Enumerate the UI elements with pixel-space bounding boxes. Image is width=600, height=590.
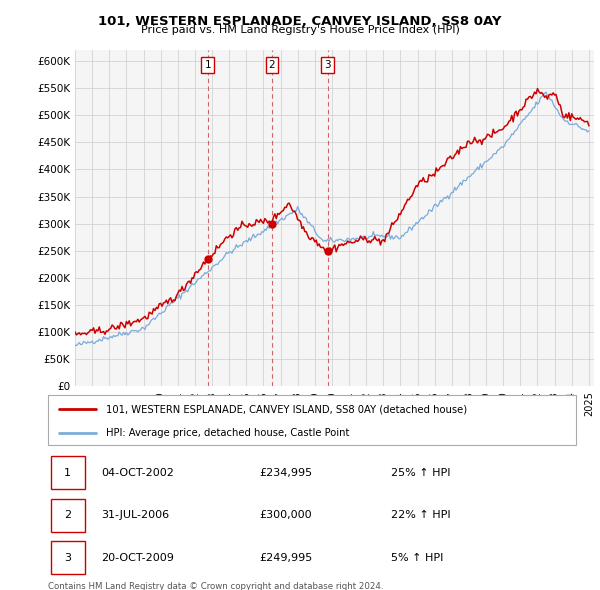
Text: 2: 2 xyxy=(64,510,71,520)
Text: £249,995: £249,995 xyxy=(259,553,313,562)
FancyBboxPatch shape xyxy=(48,395,576,445)
FancyBboxPatch shape xyxy=(50,541,85,574)
Text: 22% ↑ HPI: 22% ↑ HPI xyxy=(391,510,451,520)
Text: £234,995: £234,995 xyxy=(259,468,313,477)
Text: 3: 3 xyxy=(325,60,331,70)
Text: 2: 2 xyxy=(269,60,275,70)
Text: 101, WESTERN ESPLANADE, CANVEY ISLAND, SS8 0AY (detached house): 101, WESTERN ESPLANADE, CANVEY ISLAND, S… xyxy=(106,404,467,414)
Text: 1: 1 xyxy=(205,60,211,70)
Text: 5% ↑ HPI: 5% ↑ HPI xyxy=(391,553,443,562)
Text: Contains HM Land Registry data © Crown copyright and database right 2024.
This d: Contains HM Land Registry data © Crown c… xyxy=(48,582,383,590)
Text: £300,000: £300,000 xyxy=(259,510,312,520)
FancyBboxPatch shape xyxy=(50,456,85,489)
Text: 20-OCT-2009: 20-OCT-2009 xyxy=(101,553,173,562)
Text: 25% ↑ HPI: 25% ↑ HPI xyxy=(391,468,451,477)
Text: 3: 3 xyxy=(64,553,71,562)
Text: 1: 1 xyxy=(64,468,71,477)
FancyBboxPatch shape xyxy=(50,499,85,532)
Text: 31-JUL-2006: 31-JUL-2006 xyxy=(101,510,169,520)
Text: 101, WESTERN ESPLANADE, CANVEY ISLAND, SS8 0AY: 101, WESTERN ESPLANADE, CANVEY ISLAND, S… xyxy=(98,15,502,28)
Text: HPI: Average price, detached house, Castle Point: HPI: Average price, detached house, Cast… xyxy=(106,428,349,438)
Text: 04-OCT-2002: 04-OCT-2002 xyxy=(101,468,173,477)
Text: Price paid vs. HM Land Registry's House Price Index (HPI): Price paid vs. HM Land Registry's House … xyxy=(140,25,460,35)
